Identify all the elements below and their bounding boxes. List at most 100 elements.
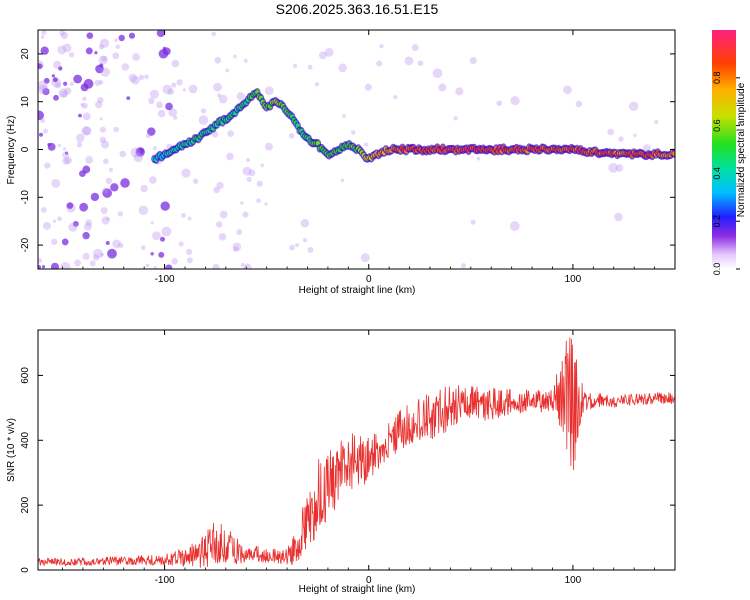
noise-point [242,211,249,218]
noise-point [90,192,100,202]
noise-point [628,101,639,111]
noise-point [43,221,52,230]
noise-point [80,103,85,107]
noise-point [144,74,149,80]
noise-point [98,80,104,85]
noise-point [188,84,198,94]
noise-point [40,118,46,124]
noise-point [102,188,112,198]
noise-point [68,52,75,58]
track-point [672,151,675,157]
noise-point [393,95,398,100]
noise-point [215,221,223,228]
colorbar-tick-label: 0.6 [712,119,722,132]
noise-point [240,262,245,267]
noise-point [64,87,72,95]
noise-point [118,242,124,249]
noise-point [119,150,127,158]
colorbar-tick-label: 0.8 [712,72,722,85]
noise-point [85,47,93,55]
noise-point [149,176,157,184]
noise-point [53,94,59,101]
noise-point [113,126,120,133]
noise-point [72,221,79,227]
noise-point [264,86,274,96]
noise-point [295,243,300,248]
noise-point [76,142,83,148]
noise-point [41,265,46,269]
noise-point [102,187,109,194]
noise-point [100,207,108,215]
noise-point [82,126,92,136]
snr-frame [37,329,676,571]
noise-point [120,178,130,188]
noise-point [44,162,51,169]
noise-point [92,254,100,261]
noise-point [152,231,162,241]
noise-point [192,178,199,184]
noise-point [607,128,615,136]
noise-point [225,68,230,73]
noise-point [165,264,173,269]
noise-point [171,59,180,68]
noise-point [200,108,207,114]
noise-point [324,48,334,57]
noise-point [350,130,356,135]
noise-point [147,127,156,136]
noise-point [213,82,222,92]
noise-point [469,57,477,65]
noise-point [99,252,105,257]
noise-point [78,113,82,118]
noise-point [149,89,159,99]
noise-point [476,156,481,161]
x-tick-label: -100 [155,274,175,285]
noise-point [42,87,50,96]
noise-point [178,241,184,247]
noise-point [62,151,69,159]
y-tick-label: -10 [20,190,31,205]
noise-point [140,245,146,251]
noise-point [470,219,476,225]
y-tick-label: 600 [20,367,31,384]
noise-point [240,201,244,205]
noise-point [62,157,70,165]
noise-point [417,60,424,67]
noise-point [68,222,78,232]
noise-point [59,30,66,36]
snr-y-ticks: 0 200 400 600 [20,367,675,573]
noise-point [608,162,619,173]
noise-point [112,52,120,60]
noise-point [212,263,220,269]
noise-point [63,81,68,86]
noise-point [99,126,106,133]
colorbar-ticks: 0.0 0.2 0.4 0.6 0.8 [712,72,740,275]
noise-point [138,74,145,81]
noise-point [52,219,57,223]
noise-point [82,231,90,240]
noise-point [53,60,62,69]
noise-point [654,119,659,125]
noise-point [289,244,295,251]
noise-point [156,30,165,38]
noise-point [62,43,72,53]
colorbar: 0.0 0.2 0.4 0.6 0.8 Normalized spectral ampl… [712,30,747,275]
noise-point [114,38,118,42]
noise-point [264,142,273,151]
noise-point [94,79,101,86]
noise-point [138,205,149,216]
noise-point [264,202,268,206]
noise-point [82,252,90,260]
noise-point [145,133,151,139]
noise-point [101,55,108,62]
x-tick-label: 0 [366,575,372,586]
noise-point [103,158,109,165]
noise-point [73,74,83,84]
noise-point [135,147,145,157]
noise-point [173,115,178,120]
snr-series-line [38,337,675,568]
noise-point [218,94,228,104]
noise-point [167,88,175,96]
noise-point [157,109,166,118]
noise-point [176,79,183,86]
